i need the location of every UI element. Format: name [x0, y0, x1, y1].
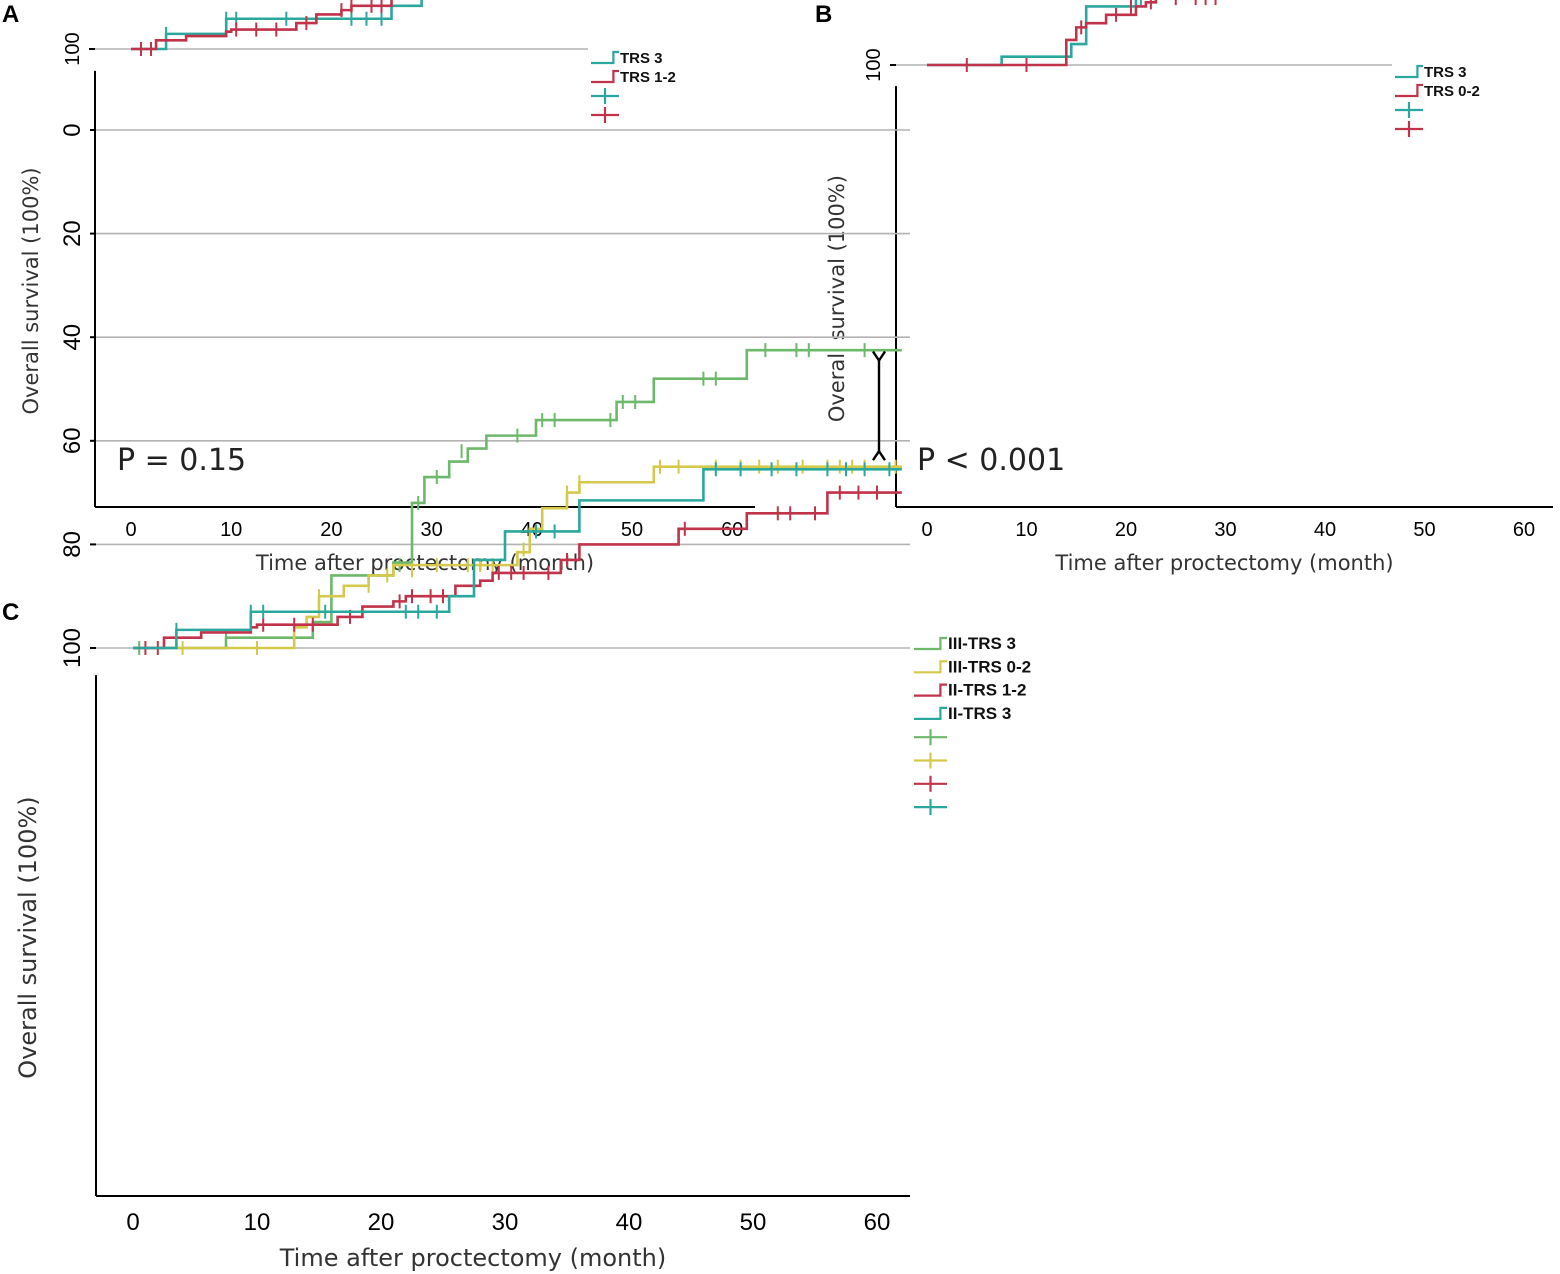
legend: TRS 3 TRS 1-2 [591, 50, 676, 123]
legend-swatch [1395, 83, 1423, 98]
y-axis-label: Overall survival (100%) [825, 175, 849, 422]
legend-label: TRS 3 [620, 50, 663, 67]
legend-label: III-TRS 0-2 [948, 657, 1031, 676]
legend-swatch [591, 50, 619, 65]
legend: III-TRS 3 III-TRS 0-2 II-TRS 1-2 II-TRS 3 [914, 634, 1031, 816]
legend-label: II-TRS 1-2 [948, 681, 1026, 700]
legend-label: TRS 3 [1424, 64, 1467, 81]
x-tick-label: 20 [320, 519, 342, 541]
chart-panel-a: A0204060801000102030405060Time after pro… [2, 0, 755, 575]
x-axis-label: Time after proctectomy (month) [255, 551, 594, 575]
legend-label: TRS 1-2 [620, 69, 676, 86]
survival-curve-trs-1-2 [131, 0, 393, 51]
legend-swatch [591, 69, 619, 84]
y-tick-label: 40 [59, 324, 86, 351]
legend-swatch [914, 683, 947, 697]
x-tick-label: 50 [621, 519, 643, 541]
x-axis-label: Time after proctectomy (month) [279, 1244, 667, 1272]
survival-curve-trs-3 [131, 0, 423, 51]
legend-swatch [914, 660, 947, 674]
x-axis-label: Time after proctectomy (month) [1054, 551, 1393, 575]
survival-curve-iii-trs-0-2 [133, 465, 902, 650]
x-tick-label: 60 [864, 1209, 891, 1236]
x-tick-label: 50 [740, 1209, 767, 1236]
legend-swatch [914, 706, 947, 720]
legend-swatch [914, 636, 947, 651]
arrow-head-top [872, 448, 886, 461]
y-axis-label: Overall survival (100%) [19, 167, 43, 414]
survival-curve-trs-0-2 [927, 0, 1158, 67]
x-tick-label: 30 [1214, 519, 1236, 541]
x-tick-label: 40 [616, 1209, 643, 1236]
y-tick-label: 20 [59, 220, 86, 247]
x-tick-label: 20 [1115, 519, 1137, 541]
y-tick-label: 100 [62, 32, 84, 65]
y-tick-label: 80 [59, 531, 86, 558]
y-tick-label: 100 [59, 628, 86, 668]
panel-label: A [2, 1, 19, 28]
y-axis-label: Overall survival (100%) [14, 796, 42, 1078]
x-tick-label: 10 [244, 1209, 271, 1236]
p-value: P < 0.001 [917, 443, 1065, 478]
x-tick-label: 0 [126, 1209, 139, 1236]
survival-curve-iii-trs-3 [133, 348, 902, 650]
legend-swatch [1395, 64, 1423, 79]
x-tick-label: 30 [420, 519, 442, 541]
panel-label: C [2, 599, 19, 626]
legend-label: II-TRS 3 [948, 704, 1011, 723]
x-tick-label: 0 [921, 519, 932, 541]
x-tick-label: 50 [1413, 519, 1435, 541]
survival-curve-ii-trs-3 [133, 467, 902, 650]
x-tick-label: 30 [492, 1209, 519, 1236]
survival-curve-trs-3 [927, 0, 1138, 67]
legend-label: TRS 0-2 [1424, 83, 1480, 100]
x-tick-label: 10 [220, 519, 242, 541]
x-tick-label: 60 [1513, 519, 1535, 541]
legend-label: III-TRS 3 [948, 634, 1016, 653]
y-tick-label: 100 [863, 48, 885, 81]
x-tick-label: 20 [368, 1209, 395, 1236]
x-tick-label: 0 [125, 519, 136, 541]
y-tick-label: 0 [59, 123, 86, 136]
legend: TRS 3 TRS 0-2 [1395, 64, 1480, 137]
panel-label: B [815, 1, 832, 28]
y-tick-label: 60 [59, 427, 86, 454]
x-tick-label: 40 [1314, 519, 1336, 541]
x-tick-label: 10 [1015, 519, 1037, 541]
arrow-head-bottom [872, 350, 886, 363]
p-value: P = 0.15 [117, 443, 246, 478]
chart-panel-b: B0204060801000102030405060Time after pro… [815, 0, 1553, 575]
